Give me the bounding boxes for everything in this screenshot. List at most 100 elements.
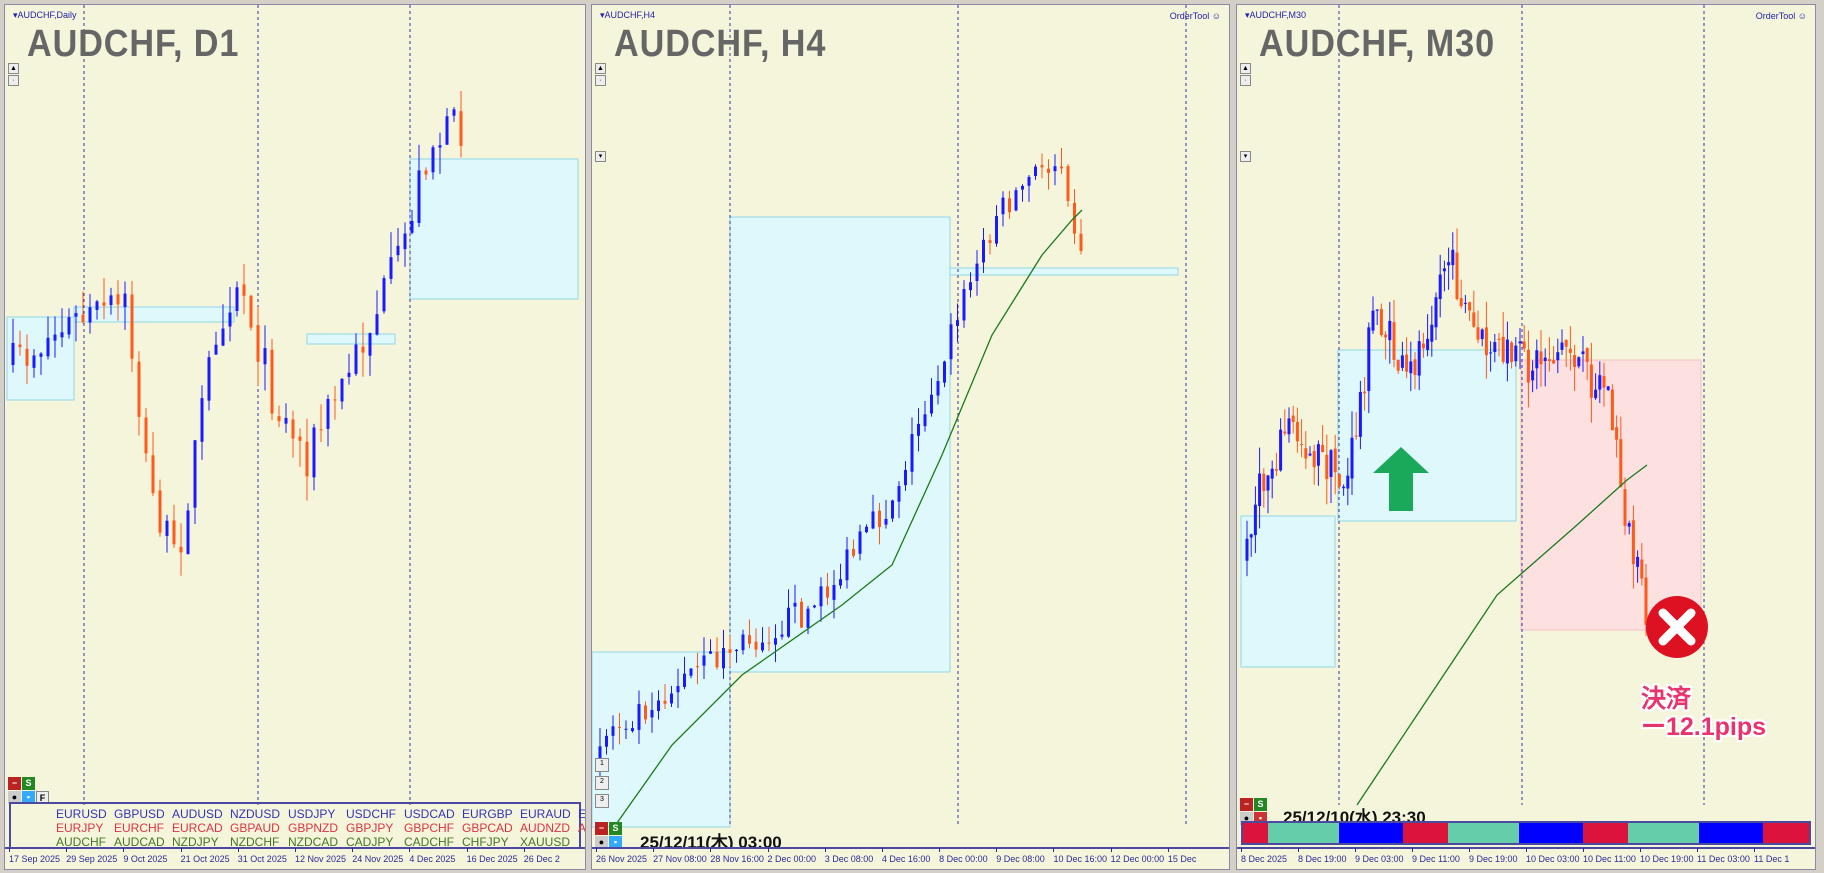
candle <box>754 641 758 650</box>
symbol-link-nzdusd[interactable]: NZDUSD <box>230 807 280 821</box>
time-axis-label: 26 Dec 2 <box>523 848 560 864</box>
s-button[interactable]: S <box>1254 798 1267 811</box>
symbol-link-cadchf[interactable]: CADCHF <box>404 835 454 849</box>
symbol-link-audusd[interactable]: AUDUSD <box>172 807 223 821</box>
candle <box>1552 360 1556 364</box>
candle <box>618 726 621 728</box>
symbol-link-nzdchf[interactable]: NZDCHF <box>230 835 280 849</box>
symbol-link-gbpaud[interactable]: GBPAUD <box>230 821 280 835</box>
bomb-icon[interactable]: ● <box>595 836 608 849</box>
symbol-link-eurchf[interactable]: EURCHF <box>114 821 164 835</box>
annotation-pips-label: ー12.1pips <box>1641 713 1767 741</box>
candle <box>800 601 803 628</box>
time-axis-label: 11 Dec 1 <box>1754 848 1790 864</box>
collapse-button[interactable]: ▾ <box>1240 151 1251 162</box>
candle <box>361 346 365 353</box>
candle <box>207 357 211 401</box>
candle <box>1619 439 1623 487</box>
minus-button[interactable]: − <box>595 822 608 835</box>
candle <box>1079 233 1083 251</box>
symbol-link-eurcad[interactable]: EURCAD <box>172 821 223 835</box>
price-chart-d1[interactable] <box>5 5 586 870</box>
candle <box>1308 453 1312 456</box>
chart-symbol-label[interactable]: AUDCHF,H4 <box>600 10 656 21</box>
candle <box>1430 324 1434 342</box>
scale-button[interactable]: · <box>1240 75 1251 86</box>
candle <box>193 440 197 508</box>
scroll-up-button[interactable]: ▲ <box>8 63 19 74</box>
order-tool-button[interactable]: OrderTool ☺ <box>1170 11 1221 21</box>
minus-button[interactable]: − <box>1240 798 1253 811</box>
side-button-2[interactable]: 2 <box>595 776 609 790</box>
candle <box>871 511 875 529</box>
candle <box>158 490 162 533</box>
symbol-link-gbpnzd[interactable]: GBPNZD <box>288 821 339 835</box>
candle <box>897 486 901 502</box>
symbol-link-eurnzd[interactable]: EURNZD <box>578 807 586 821</box>
chart-panel-h4[interactable]: AUDCHF,H4 AUDCHF, H4 OrderTool ☺ ▲ · ▾ 1… <box>591 4 1230 870</box>
candle <box>88 307 92 323</box>
minus-button[interactable]: − <box>8 777 21 790</box>
chart-symbol-label[interactable]: AUDCHF,M30 <box>1245 10 1307 21</box>
symbol-link-xauusd[interactable]: XAUUSD <box>520 835 571 849</box>
scale-button[interactable]: · <box>8 75 19 86</box>
blue-toggle-button[interactable]: ▪ <box>609 836 622 849</box>
symbol-link-usdchf[interactable]: USDCHF <box>346 807 396 821</box>
scroll-up-button[interactable]: ▲ <box>595 63 606 74</box>
price-chart-m30[interactable] <box>1237 5 1816 870</box>
candle <box>1476 327 1480 340</box>
candle <box>1556 352 1560 361</box>
symbol-link-eurusd[interactable]: EURUSD <box>56 807 107 821</box>
symbol-link-usdjpy[interactable]: USDJPY <box>288 807 336 821</box>
candle <box>611 726 615 736</box>
candle <box>277 416 281 422</box>
s-button[interactable]: S <box>609 822 622 835</box>
symbol-link-gbpusd[interactable]: GBPUSD <box>114 807 165 821</box>
candle <box>1316 444 1320 466</box>
candle <box>1329 450 1333 477</box>
symbol-link-gbpcad[interactable]: GBPCAD <box>462 821 513 835</box>
side-button-1[interactable]: 1 <box>595 758 609 772</box>
candle <box>1295 421 1299 442</box>
chart-panel-d1[interactable]: AUDCHF,Daily AUDCHF, D1 ▲ · − S ● ▪ F EU… <box>4 4 586 870</box>
scroll-up-button[interactable]: ▲ <box>1240 63 1251 74</box>
side-button-3[interactable]: 3 <box>595 794 609 808</box>
chart-panel-m30[interactable]: AUDCHF,M30 AUDCHF, M30 OrderTool ☺ ▲ · ▾… <box>1236 4 1816 870</box>
symbol-link-audjpy[interactable]: AUDJPY <box>578 821 586 835</box>
symbol-link-gbpchf[interactable]: GBPCHF <box>404 821 455 835</box>
symbol-link-gbpjpy[interactable]: GBPJPY <box>346 821 394 835</box>
scale-button[interactable]: · <box>595 75 606 86</box>
order-tool-button[interactable]: OrderTool ☺ <box>1756 11 1807 21</box>
symbol-link-nzdcad[interactable]: NZDCAD <box>288 835 338 849</box>
symbol-link-cadjpy[interactable]: CADJPY <box>346 835 394 849</box>
candle <box>605 735 608 747</box>
chart-symbol-label[interactable]: AUDCHF,Daily <box>13 10 77 21</box>
symbol-link-audnzd[interactable]: AUDNZD <box>520 821 570 835</box>
symbol-link-eurjpy[interactable]: EURJPY <box>56 821 104 835</box>
bomb-icon[interactable]: ● <box>8 791 21 804</box>
collapse-button[interactable]: ▾ <box>595 151 606 162</box>
symbol-link-audcad[interactable]: AUDCAD <box>114 835 165 849</box>
symbol-link-nzdjpy[interactable]: NZDJPY <box>172 835 219 849</box>
candle <box>1266 475 1270 491</box>
symbol-link-eurgbp[interactable]: EURGBP <box>462 807 513 821</box>
candle <box>663 700 667 704</box>
time-axis: 26 Nov 2025 27 Nov 08:00 28 Nov 16:00 2 Dec… <box>592 847 1229 869</box>
symbol-link-usdcad[interactable]: USDCAD <box>404 807 455 821</box>
price-chart-h4[interactable] <box>592 5 1230 870</box>
candle <box>1253 504 1257 536</box>
candle <box>1283 431 1287 434</box>
s-button[interactable]: S <box>22 777 35 790</box>
time-axis-label: 9 Dec 03:00 <box>1355 848 1404 864</box>
chart-title: AUDCHF, D1 <box>27 23 240 65</box>
candle <box>1493 342 1497 353</box>
symbol-link-audchf[interactable]: AUDCHF <box>56 835 106 849</box>
time-axis-label: 9 Dec 08:00 <box>996 848 1045 864</box>
candle <box>858 531 862 554</box>
candle <box>1472 312 1476 327</box>
blue-toggle-button[interactable]: ▪ <box>22 791 35 804</box>
candle <box>1258 473 1262 507</box>
symbol-link-euraud[interactable]: EURAUD <box>520 807 571 821</box>
candle <box>382 278 386 312</box>
symbol-link-chfjpy[interactable]: CHFJPY <box>462 835 509 849</box>
